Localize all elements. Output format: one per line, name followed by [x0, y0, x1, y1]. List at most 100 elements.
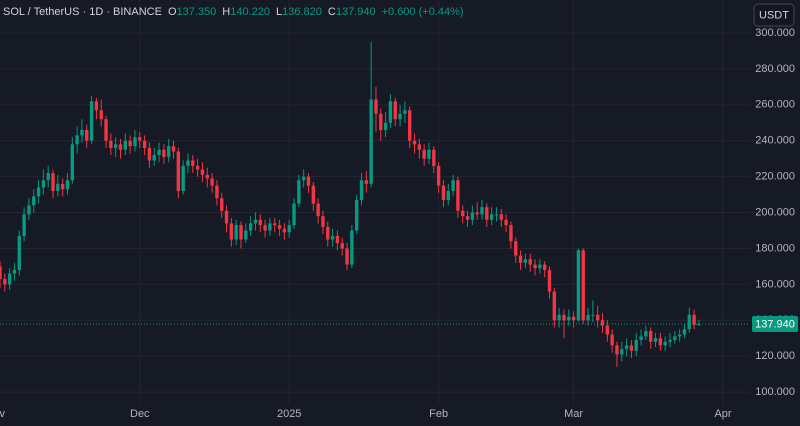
candle-body	[470, 212, 475, 220]
candle-body	[538, 264, 542, 269]
candle-body	[658, 338, 663, 346]
candle-body	[436, 165, 441, 186]
x-tick-label: Dec	[130, 408, 150, 420]
candle-body	[354, 199, 359, 231]
candle-body	[306, 176, 311, 186]
candle-body	[581, 250, 585, 321]
candle-body	[128, 140, 132, 147]
candle-body	[446, 191, 450, 200]
change: +0.600 (+0.44%)	[382, 6, 464, 18]
candle-body	[220, 198, 224, 211]
candle-body	[571, 316, 576, 321]
candle-body	[239, 225, 243, 240]
currency-button[interactable]	[753, 3, 795, 27]
candle-body	[244, 230, 248, 240]
candle-body	[311, 185, 315, 204]
candle-body	[157, 149, 161, 156]
candle-body	[56, 183, 60, 192]
candle-body	[528, 259, 532, 265]
candle-body	[379, 113, 383, 130]
candle-body	[417, 144, 422, 150]
candle-body	[142, 140, 147, 148]
candle-body	[408, 110, 412, 141]
candle-body	[552, 291, 556, 321]
currency[interactable]: USDT	[759, 9, 789, 21]
close-label: C	[328, 6, 336, 18]
candle-body	[629, 345, 634, 351]
candle-body	[273, 223, 277, 226]
candle-body	[248, 223, 253, 231]
candle-body	[113, 144, 118, 148]
candle-body	[475, 212, 479, 215]
candle-body	[480, 207, 484, 215]
candle-body	[673, 336, 677, 341]
y-tick-label: 220.000	[755, 171, 795, 183]
candle-body	[595, 314, 600, 321]
candle-body	[610, 334, 614, 346]
x-tick-label: 2025	[277, 408, 301, 420]
candle-body	[489, 214, 494, 220]
candle-body	[0, 266, 2, 279]
candle-body	[7, 273, 12, 285]
candle-body	[3, 278, 7, 285]
candle-body	[412, 140, 417, 145]
symbol: SOL / TetherUS · 1D · BINANCE	[3, 6, 162, 18]
candle-body	[677, 334, 682, 337]
candle-body	[200, 169, 205, 175]
y-tick-label: 280.000	[755, 63, 795, 75]
candle-body	[186, 160, 190, 166]
candle-body	[393, 101, 397, 120]
candle-body	[229, 223, 234, 240]
candle-body	[60, 183, 65, 190]
candle-body	[451, 180, 455, 192]
candle-body	[533, 264, 537, 269]
candle-body	[94, 101, 99, 111]
candle-body	[152, 155, 156, 161]
candle-body	[398, 113, 402, 120]
candle-body	[465, 216, 470, 220]
low-label: L	[276, 6, 282, 18]
candle-body	[89, 101, 94, 141]
candle-body	[277, 225, 282, 229]
candle-body	[562, 314, 566, 321]
candle-body	[653, 338, 658, 342]
candle-body	[692, 314, 696, 326]
candle-body	[586, 314, 590, 321]
candle-body	[330, 235, 335, 240]
x-tick-label: Feb	[429, 408, 448, 420]
candle-body	[687, 314, 691, 330]
candle-body	[326, 226, 330, 240]
candle-body	[210, 178, 214, 186]
candle-body	[374, 99, 378, 114]
high-label: H	[222, 6, 230, 18]
candle-body	[359, 180, 364, 200]
candle-body	[215, 185, 219, 199]
candle-body	[133, 137, 137, 147]
candle-body	[682, 329, 687, 335]
candle-body	[567, 316, 571, 321]
candle-body	[557, 314, 561, 321]
candle-body	[509, 225, 513, 242]
candle-body	[663, 341, 667, 346]
candle-body	[22, 214, 26, 236]
candle-body	[697, 323, 701, 326]
candle-body	[316, 203, 320, 217]
candle-body	[263, 225, 267, 231]
open-label: O	[168, 6, 177, 18]
candle-body	[41, 180, 46, 188]
header: SOL / TetherUS · 1D · BINANCE O137.350 H14…	[3, 6, 464, 18]
candle-body	[340, 243, 344, 249]
x-tick-label: Apr	[714, 408, 731, 420]
y-tick-label: 160.000	[755, 278, 795, 290]
candle-body	[282, 228, 287, 233]
candle-body	[292, 203, 296, 226]
candle-body	[605, 325, 610, 335]
last-price-tag	[752, 315, 798, 332]
candle-body	[639, 336, 643, 341]
candle-body	[224, 210, 229, 224]
candle-body	[32, 196, 36, 206]
candle-body	[176, 151, 181, 192]
candle-body	[547, 270, 552, 292]
candle-body	[123, 140, 128, 150]
